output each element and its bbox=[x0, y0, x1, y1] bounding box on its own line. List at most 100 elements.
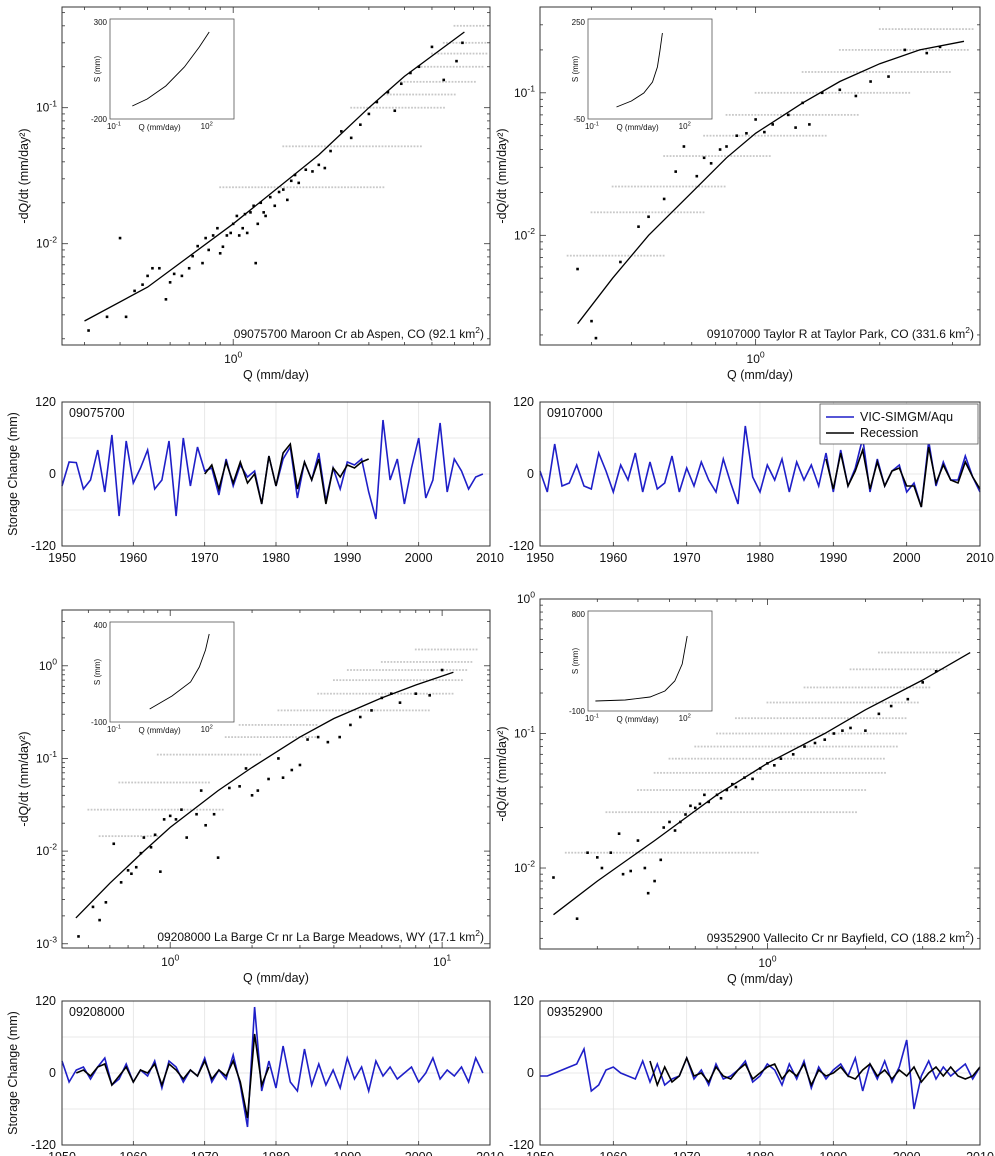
gray-sample-point bbox=[371, 692, 374, 695]
inset-x-max-label-exponent: 2 bbox=[210, 121, 213, 127]
gray-sample-point bbox=[808, 701, 810, 704]
gray-sample-point bbox=[430, 65, 433, 68]
gray-sample-point bbox=[895, 91, 898, 94]
gray-sample-point bbox=[273, 724, 276, 726]
recession-point bbox=[134, 865, 138, 869]
gray-sample-point bbox=[851, 49, 854, 51]
gray-sample-point bbox=[916, 651, 919, 654]
gray-sample-point bbox=[353, 669, 356, 671]
gray-sample-point bbox=[875, 668, 878, 671]
gray-sample-point bbox=[422, 679, 425, 682]
inset-storage-curve bbox=[132, 31, 210, 107]
gray-sample-point bbox=[884, 71, 887, 73]
gray-sample-point bbox=[387, 679, 390, 682]
gray-sample-point bbox=[884, 701, 887, 704]
gray-sample-point bbox=[869, 732, 872, 735]
gray-sample-point bbox=[791, 811, 793, 814]
gray-sample-point bbox=[945, 651, 947, 654]
gray-sample-point bbox=[710, 185, 713, 188]
gray-sample-point bbox=[844, 113, 846, 116]
gray-sample-point bbox=[643, 811, 646, 814]
gray-sample-point bbox=[256, 736, 259, 738]
gray-sample-point bbox=[397, 145, 400, 148]
gray-sample-point bbox=[428, 93, 431, 96]
gray-sample-point bbox=[653, 789, 655, 791]
gray-sample-point bbox=[442, 692, 444, 695]
gray-sample-point bbox=[761, 789, 764, 791]
gray-sample-point bbox=[932, 651, 935, 654]
gray-sample-point bbox=[773, 113, 776, 116]
recession-point bbox=[637, 225, 640, 228]
gray-sample-point bbox=[333, 692, 336, 695]
gray-sample-point bbox=[823, 811, 825, 814]
gray-sample-point bbox=[156, 835, 159, 838]
y-tick-label: 10-1 bbox=[514, 83, 535, 99]
gray-sample-point bbox=[157, 808, 160, 811]
gray-sample-point bbox=[644, 851, 647, 854]
y-tick-label: 10-3 bbox=[36, 934, 57, 950]
gray-sample-point bbox=[811, 701, 814, 704]
gray-sample-point bbox=[840, 701, 842, 704]
gray-sample-point bbox=[663, 811, 665, 814]
gray-sample-point bbox=[948, 651, 951, 654]
gray-sample-point bbox=[628, 851, 631, 854]
recession-point bbox=[609, 851, 613, 854]
gray-sample-point bbox=[388, 106, 391, 109]
gray-sample-point bbox=[393, 93, 395, 96]
gray-sample-point bbox=[733, 789, 735, 791]
gray-sample-point bbox=[878, 668, 881, 671]
recession-point bbox=[938, 45, 942, 49]
gray-sample-point bbox=[569, 254, 572, 257]
recession-point bbox=[298, 763, 302, 767]
recession-point bbox=[119, 881, 123, 884]
gray-sample-point bbox=[944, 49, 947, 51]
gray-sample-point bbox=[891, 701, 894, 704]
gray-sample-point bbox=[886, 686, 889, 689]
gray-sample-point bbox=[890, 686, 892, 689]
gray-sample-point bbox=[792, 113, 795, 116]
gray-sample-point bbox=[443, 648, 446, 651]
gray-sample-point bbox=[867, 49, 870, 51]
gray-sample-point bbox=[127, 835, 130, 838]
gray-sample-point bbox=[849, 701, 852, 704]
gray-sample-point bbox=[357, 709, 360, 712]
gray-sample-point bbox=[847, 113, 850, 116]
gray-sample-point bbox=[653, 771, 656, 774]
recession-point bbox=[428, 694, 431, 697]
gray-sample-point bbox=[482, 24, 485, 27]
gray-sample-point bbox=[838, 49, 841, 51]
recession-point bbox=[211, 234, 215, 237]
gray-sample-point bbox=[362, 692, 364, 695]
gray-sample-point bbox=[840, 732, 843, 735]
gray-sample-point bbox=[631, 811, 633, 814]
gray-sample-point bbox=[866, 717, 869, 720]
recession-point bbox=[290, 768, 294, 772]
gray-sample-point bbox=[383, 709, 385, 712]
gray-sample-point bbox=[430, 669, 432, 671]
gray-sample-point bbox=[405, 93, 408, 96]
gray-sample-point bbox=[680, 851, 682, 854]
gray-sample-point bbox=[756, 771, 758, 774]
gray-sample-point bbox=[424, 648, 427, 651]
gray-sample-point bbox=[965, 28, 968, 30]
recession-point bbox=[731, 782, 734, 786]
gray-sample-point bbox=[113, 808, 115, 811]
gray-sample-point bbox=[789, 91, 792, 94]
inset-x-max-label: 102 bbox=[679, 121, 691, 131]
gray-sample-point bbox=[767, 757, 770, 760]
gray-sample-point bbox=[888, 28, 891, 30]
gray-sample-point bbox=[163, 781, 166, 784]
gray-sample-point bbox=[748, 732, 750, 735]
gray-sample-point bbox=[725, 113, 728, 116]
gray-sample-point bbox=[677, 211, 679, 214]
gray-sample-point bbox=[234, 736, 237, 738]
gray-sample-point bbox=[776, 717, 779, 720]
y-tick-label: -120 bbox=[509, 539, 534, 553]
gray-sample-point bbox=[131, 781, 134, 784]
gray-sample-point bbox=[701, 155, 704, 157]
gray-sample-point bbox=[641, 851, 644, 854]
gray-sample-point bbox=[851, 686, 854, 689]
gray-sample-point bbox=[656, 789, 659, 791]
gray-sample-point bbox=[401, 669, 404, 671]
gray-sample-point bbox=[378, 669, 381, 671]
